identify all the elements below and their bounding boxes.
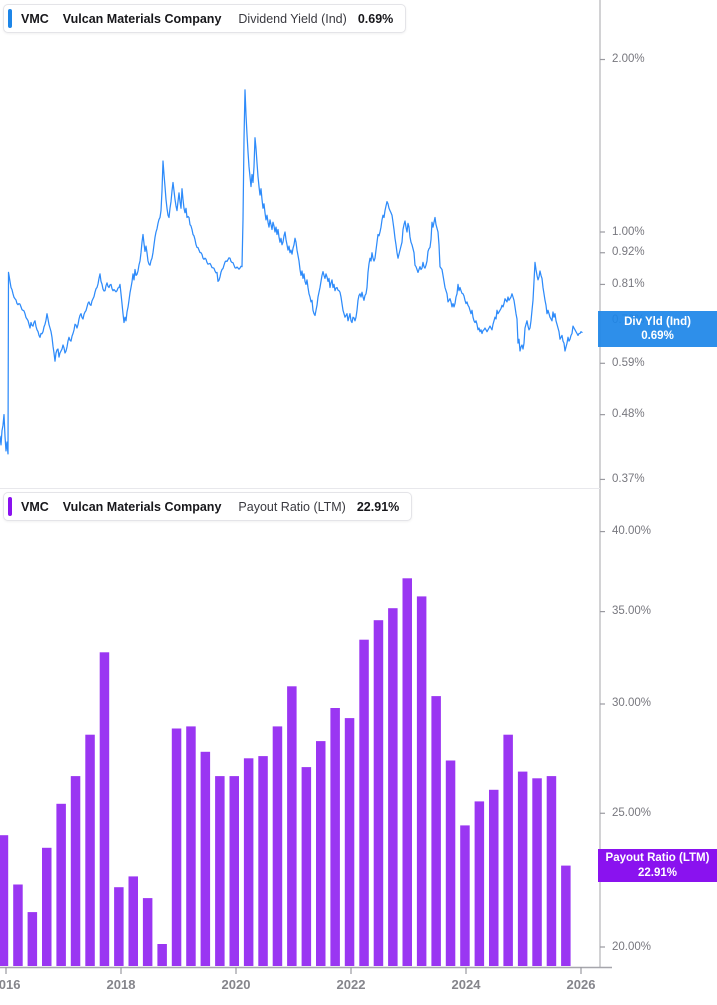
payout-ratio-bar[interactable] [0, 835, 9, 966]
payout-ratio-bar[interactable] [330, 708, 340, 966]
payout-ratio-bar[interactable] [142, 898, 153, 966]
payout-ratio-bar[interactable] [157, 944, 167, 966]
payout-axis-tick-label: 25.00% [612, 806, 652, 819]
dividend-axis-tick-label: 0.59% [612, 356, 645, 369]
metric-name: Dividend Yield (Ind) [238, 11, 347, 26]
payout-ratio-last-value-flag: Payout Ratio (LTM) 22.91% [598, 849, 717, 883]
payout-ratio-bar[interactable] [99, 652, 110, 966]
dividend-axis-tick-label: 1.00% [612, 225, 645, 238]
payout-axis-tick-label: 20.00% [612, 940, 652, 953]
payout-ratio-bar[interactable] [186, 726, 196, 966]
payout-ratio-bar[interactable] [287, 686, 297, 966]
payout-ratio-bar[interactable] [445, 760, 456, 967]
payout-ratio-bar[interactable] [431, 696, 441, 966]
payout-axis-tick-label: 40.00% [612, 525, 652, 538]
x-axis-year-label: 2022 [336, 977, 366, 992]
payout-ratio-bar[interactable] [344, 718, 355, 966]
dividend-yield-line[interactable] [0, 89, 583, 455]
payout-axis-tick-label: 30.00% [612, 697, 652, 710]
metric-value: 22.91% [356, 499, 400, 514]
series-color-swatch-blue [8, 9, 12, 28]
x-axis-year-label: 2018 [106, 977, 136, 992]
payout-ratio-bar[interactable] [272, 726, 283, 966]
flag-metric-value: 22.91% [637, 866, 677, 879]
metric-value: 0.69% [357, 11, 394, 26]
dividend-axis-tick-label: 0.81% [612, 277, 645, 290]
dividend-axis-tick-label: 0.48% [612, 408, 645, 421]
ticker-symbol: VMC [21, 499, 49, 514]
payout-ratio-bar[interactable] [517, 771, 528, 966]
payout-ratio-bar[interactable] [70, 776, 81, 966]
dividend-axis-tick-label: 0.92% [612, 246, 645, 259]
payout-ratio-bar[interactable] [373, 620, 384, 966]
flag-metric-value: 0.69% [641, 330, 674, 343]
payout-ratio-bar[interactable] [489, 789, 499, 966]
payout-ratio-bar[interactable] [460, 825, 470, 966]
payout-ratio-bar[interactable] [258, 756, 268, 966]
payout-ratio-bar[interactable] [42, 847, 52, 966]
payout-ratio-bar[interactable] [301, 767, 312, 966]
payout-ratio-bar[interactable] [474, 801, 485, 966]
dividend-yield-last-value-flag: Div Yld (Ind) 0.69% [598, 311, 717, 348]
metric-name: Payout Ratio (LTM) [238, 499, 346, 514]
panel-divider [0, 488, 600, 489]
x-axis-year-label: 2020 [221, 977, 251, 992]
company-name: Vulcan Materials Company [62, 499, 222, 514]
payout-ratio-bar[interactable] [532, 778, 542, 966]
payout-ratio-bar[interactable] [215, 776, 225, 966]
payout-ratio-bar[interactable] [561, 865, 571, 966]
payout-ratio-bar[interactable] [171, 728, 182, 967]
payout-ratio-bar[interactable] [243, 758, 254, 966]
payout-ratio-bar[interactable] [27, 912, 38, 966]
dividend-axis-tick-label: 2.00% [612, 53, 645, 65]
flag-metric-label: Div Yld (Ind) [624, 315, 691, 328]
company-name: Vulcan Materials Company [62, 11, 222, 26]
payout-ratio-bar[interactable] [13, 884, 23, 967]
payout-ratio-bar[interactable] [316, 741, 326, 966]
payout-ratio-bar[interactable] [416, 596, 427, 966]
payout-ratio-bar[interactable] [546, 776, 557, 966]
payout-ratio-bar[interactable] [359, 639, 369, 966]
payout-ratio-bar[interactable] [56, 803, 66, 966]
payout-ratio-bar[interactable] [85, 734, 95, 966]
payout-ratio-bar[interactable] [200, 751, 211, 966]
payout-ratio-bar[interactable] [229, 776, 240, 966]
payout-ratio-bar[interactable] [388, 608, 398, 966]
dividend-yield-series-header[interactable]: VMC Vulcan Materials Company Dividend Yi… [3, 4, 407, 33]
x-axis-year-label: 2024 [451, 977, 481, 992]
dividend-axis-tick-label: 0.37% [612, 472, 645, 485]
payout-ratio-bar[interactable] [114, 887, 124, 966]
payout-ratio-series-header[interactable]: VMC Vulcan Materials Company Payout Rati… [3, 492, 413, 521]
x-axis-year-label: 2016 [0, 977, 21, 992]
payout-ratio-bar[interactable] [503, 734, 513, 966]
flag-metric-label: Payout Ratio (LTM) [605, 852, 710, 865]
payout-axis-tick-label: 35.00% [612, 605, 652, 618]
ticker-symbol: VMC [21, 11, 49, 26]
series-color-swatch-purple [8, 497, 12, 516]
x-axis-year-label: 2026 [566, 977, 596, 992]
payout-ratio-bar[interactable] [402, 578, 413, 966]
payout-ratio-bar[interactable] [128, 876, 139, 966]
